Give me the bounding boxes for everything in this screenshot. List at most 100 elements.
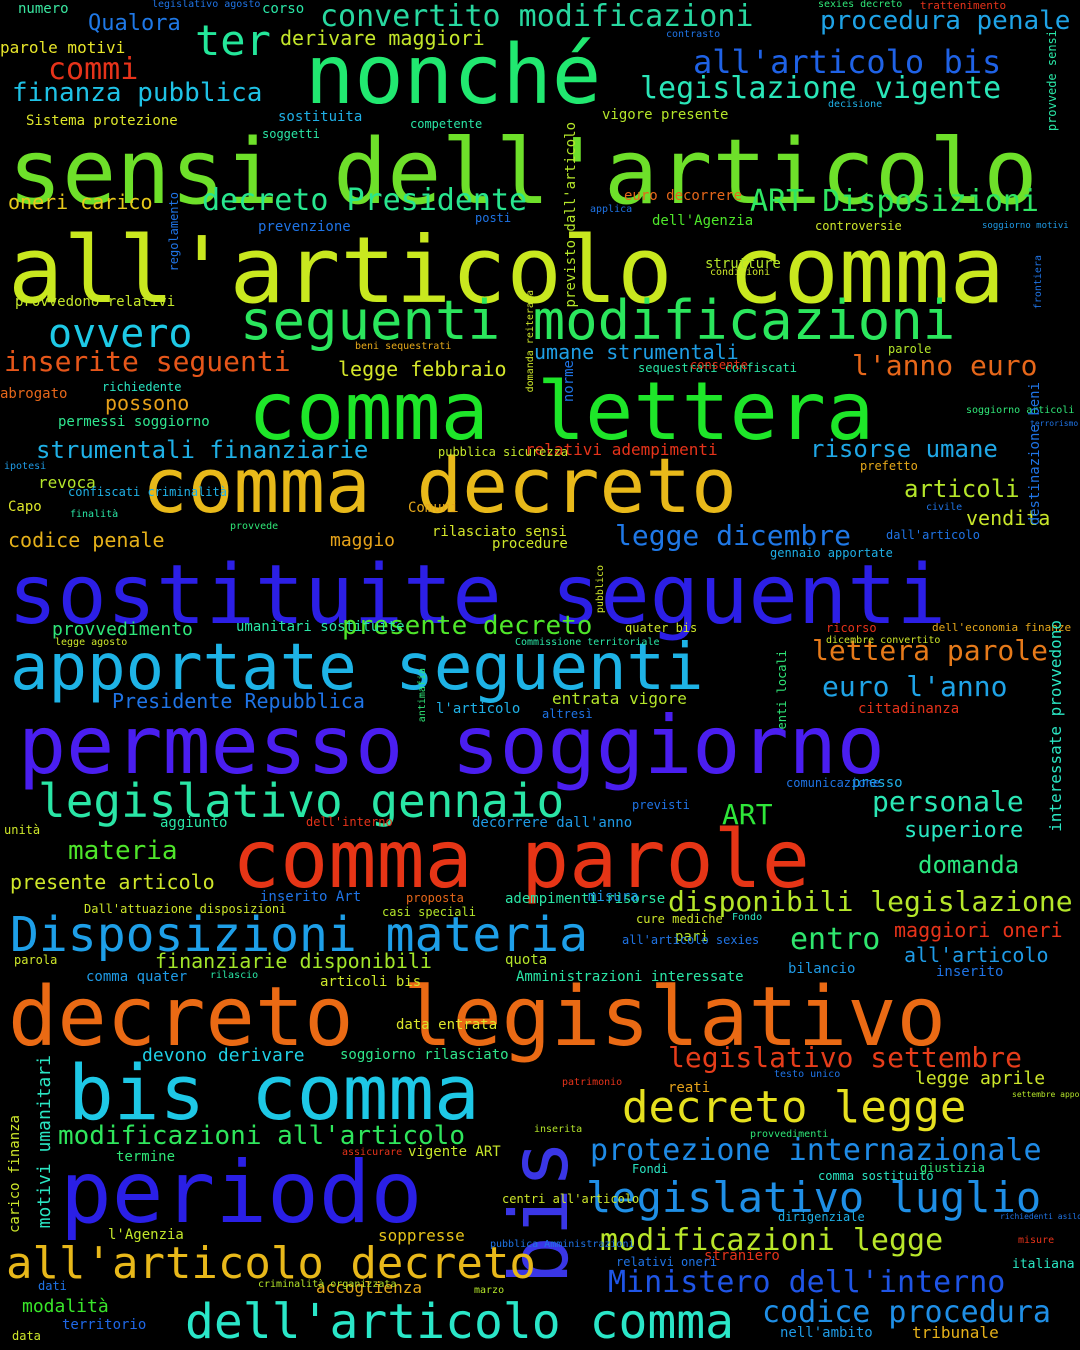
- word-prevenzione: prevenzione: [258, 219, 351, 235]
- word-abrogato: abrogato: [0, 386, 68, 402]
- word-vendita: vendita: [966, 506, 1051, 530]
- word-all-articolo-decreto: all'articolo decreto: [6, 1238, 536, 1289]
- word-bis-comma: bis comma: [68, 1048, 480, 1137]
- word-strumentali-finanziarie: strumentali finanziarie: [36, 436, 369, 464]
- word-art: ART: [722, 798, 773, 831]
- word-previsto-dall-articolo: previsto dall'articolo: [563, 122, 579, 308]
- word-soggiorno-articoli: soggiorno articoli: [966, 405, 1075, 416]
- word-l-articolo: l'articolo: [436, 701, 521, 717]
- word-dall-articolo: dall'articolo: [886, 528, 980, 542]
- word-umanitari-sostituite: umanitari sostituite: [236, 619, 405, 635]
- word-presente-articolo: presente articolo: [10, 870, 215, 894]
- word-periodo: periodo: [60, 1143, 423, 1243]
- word-misure: misure: [1018, 1235, 1055, 1246]
- word-provvede: provvede: [230, 521, 279, 532]
- word-all-articolo-bis: all'articolo bis: [693, 43, 1002, 81]
- word-decorrere-dall-anno: decorrere dall'anno: [472, 815, 633, 831]
- word-articoli-bis: articoli bis: [320, 974, 422, 990]
- word-euro-decorrere: euro decorrere: [624, 188, 743, 204]
- word-modificazioni-all-articolo: modificazioni all'articolo: [58, 1121, 465, 1151]
- word-dell-agenzia: dell'Agenzia: [652, 213, 754, 229]
- word-ovvero: ovvero: [48, 311, 193, 357]
- word-strutture: strutture: [705, 256, 781, 272]
- word-nell-ambito: nell'ambito: [780, 1325, 873, 1341]
- word-commi: commi: [48, 52, 139, 87]
- word-norme: norme: [561, 360, 577, 403]
- word-enti-locali: enti locali: [775, 650, 789, 730]
- word-personale: personale: [872, 785, 1024, 818]
- word-comma-decreto: comma decreto: [142, 441, 737, 530]
- word-decisione: decisione: [828, 99, 883, 110]
- word-inserito-art: inserito Art: [260, 889, 362, 905]
- word-inserito: inserito: [936, 964, 1004, 980]
- word-all-articolo-comma: all'articolo comma: [8, 217, 1005, 324]
- word-criminalita-organizzata: criminalità organizzata: [258, 1279, 397, 1290]
- word-condizioni: condizioni: [710, 267, 771, 278]
- word-settembre-apportate: settembre apportate: [1012, 1090, 1080, 1099]
- word-dell-articolo-comma: dell'articolo comma: [185, 1294, 735, 1350]
- word-commissione-territoriale: Commissione territoriale: [515, 637, 660, 648]
- word-dall-attuazione-disposizioni: Dall'attuazione disposizioni: [84, 902, 287, 916]
- word-ricorso: ricorso: [826, 621, 877, 635]
- word-comuni: Comuni: [408, 500, 459, 516]
- word-sostituita: sostituita: [278, 109, 363, 125]
- word-art-disposizioni: ART Disposizioni: [750, 184, 1039, 219]
- word-finanza-pubblica: finanza pubblica: [12, 78, 263, 108]
- word-decreto-presidente: decreto Presidente: [202, 183, 528, 218]
- word-confiscati-criminalita: confiscati criminalità: [68, 485, 227, 499]
- word-qualora: Qualora: [88, 11, 181, 36]
- word-carico-finanza: carico finanza: [7, 1115, 23, 1234]
- word-sexies-decreto: sexies decreto: [818, 0, 903, 10]
- word-prefetto: prefetto: [860, 459, 918, 473]
- word-legge-dicembre: legge dicembre: [615, 519, 852, 552]
- word-entrata-vigore: entrata vigore: [552, 689, 687, 708]
- word-derivare-maggiori: derivare maggiori: [280, 26, 485, 50]
- word-ministero-dell-interno: Ministero dell'interno: [608, 1265, 1006, 1300]
- word-legislativo-gennaio: legislativo gennaio: [38, 774, 565, 828]
- word-nonche: nonché: [305, 28, 602, 123]
- word-modalita: modalità: [22, 1296, 109, 1317]
- word-legge-agosto: legge agosto: [55, 637, 128, 648]
- word-fondi: Fondi: [632, 1162, 669, 1176]
- word-contrasto: contrasto: [666, 29, 721, 40]
- word-soggiorno-rilasciato: soggiorno rilasciato: [340, 1047, 509, 1063]
- word-comma-parole: comma parole: [232, 813, 810, 906]
- word-proposta: proposta: [406, 891, 464, 905]
- word-risorse-umane: risorse umane: [810, 435, 998, 463]
- word-procedura-penale: procedura penale: [820, 6, 1071, 36]
- word-pari: pari: [675, 929, 709, 945]
- word-previsti: previsti: [632, 798, 690, 812]
- word-posti: posti: [475, 211, 512, 225]
- word-unita: unità: [4, 823, 41, 837]
- word-giustizia: giustizia: [920, 1161, 986, 1175]
- word-finanziarie-disponibili: finanziarie disponibili: [155, 949, 432, 973]
- word-permessi-soggiorno: permessi soggiorno: [58, 414, 210, 430]
- word-sistema-protezione: Sistema protezione: [26, 113, 178, 129]
- word-quater-bis: quater bis: [625, 621, 698, 635]
- word-frontiera: frontiera: [1033, 255, 1044, 310]
- word-straniero: straniero: [704, 1248, 780, 1264]
- word-devono-derivare: devono derivare: [142, 1045, 305, 1066]
- word-superiore: superiore: [904, 818, 1024, 843]
- word-sequestrati-confiscati: sequestrati confiscati: [638, 361, 797, 375]
- word-soggiorno-motivi: soggiorno motivi: [982, 221, 1069, 231]
- word-legge-febbraio: legge febbraio: [338, 357, 507, 381]
- word-comma-quater: comma quater: [86, 969, 188, 985]
- word-articoli: articoli: [904, 475, 1020, 503]
- word-parola: parola: [14, 953, 58, 967]
- word-relativi-adempimenti: relativi adempimenti: [525, 440, 718, 459]
- word-relativi-oneri: relativi oneri: [616, 1255, 718, 1269]
- word-controversie: controversie: [815, 219, 902, 233]
- word-civile: civile: [926, 502, 963, 513]
- word-domanda-reiterata: domanda reiterata: [525, 290, 536, 393]
- word-terrorismo: terrorismo: [1030, 419, 1079, 428]
- word-dati: dati: [38, 1279, 67, 1293]
- word-gennaio-apportate: gennaio apportate: [770, 546, 893, 560]
- word-dell-economia-finanze: dell'economia finanze: [932, 621, 1072, 634]
- word-codice-procedura: codice procedura: [762, 1295, 1051, 1330]
- word-comma-lettera: comma lettera: [248, 365, 875, 458]
- word-convertito-modificazioni: convertito modificazioni: [320, 0, 754, 34]
- word-maggiori-oneri: maggiori oneri: [894, 918, 1063, 942]
- word-altresi: altresì: [542, 707, 593, 721]
